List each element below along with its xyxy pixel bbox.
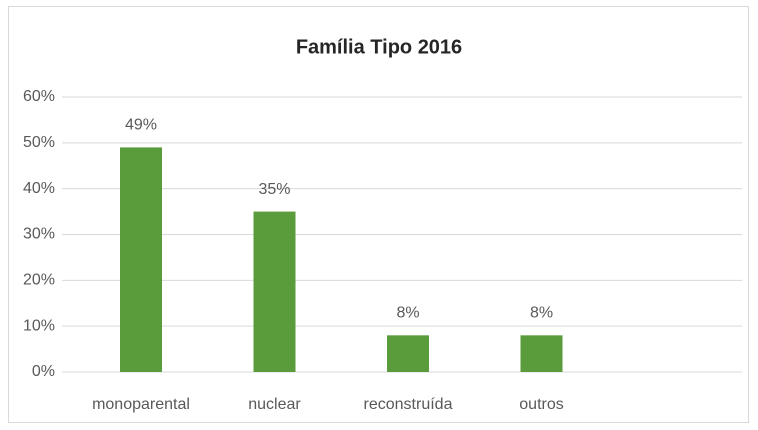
- x-tick-label: reconstruída: [364, 396, 453, 413]
- y-tick-label: 10%: [23, 317, 55, 334]
- value-label: 49%: [125, 117, 157, 134]
- bar: [520, 335, 563, 372]
- y-tick-label: 0%: [32, 363, 55, 380]
- value-label: 8%: [530, 305, 553, 322]
- chart-title: Família Tipo 2016: [296, 36, 462, 58]
- bar: [120, 147, 162, 372]
- value-label: 8%: [396, 305, 419, 322]
- x-tick-label: nuclear: [248, 396, 301, 413]
- x-tick-label: outros: [519, 396, 563, 413]
- y-tick-label: 40%: [23, 180, 55, 197]
- x-tick-label: monoparental: [92, 396, 190, 413]
- chart-border: [8, 6, 749, 423]
- y-tick-label: 20%: [23, 272, 55, 289]
- bar: [253, 211, 296, 372]
- y-tick-label: 60%: [23, 88, 55, 105]
- y-tick-label: 50%: [23, 134, 55, 151]
- y-tick-label: 30%: [23, 226, 55, 243]
- value-label: 35%: [258, 181, 290, 198]
- bar: [387, 335, 429, 372]
